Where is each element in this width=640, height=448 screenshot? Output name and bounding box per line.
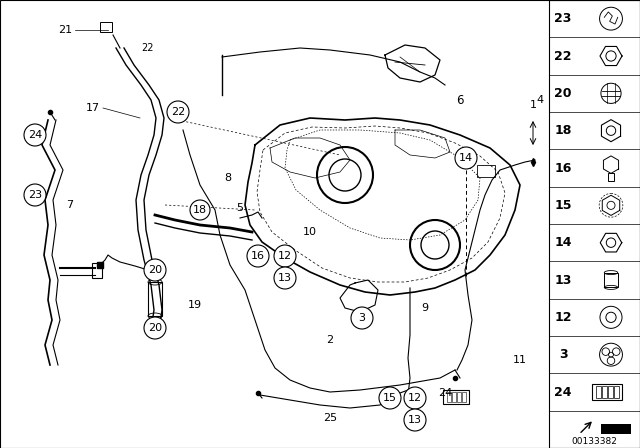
Bar — [477, 165, 495, 177]
Circle shape — [404, 409, 426, 431]
Text: 18: 18 — [193, 205, 207, 215]
Text: 19: 19 — [188, 300, 202, 310]
Text: 16: 16 — [554, 161, 572, 175]
Text: 24: 24 — [438, 388, 452, 398]
Bar — [602, 386, 607, 398]
Text: 8: 8 — [225, 173, 232, 183]
Circle shape — [144, 259, 166, 281]
Text: 23: 23 — [28, 190, 42, 200]
Circle shape — [404, 387, 426, 409]
Text: 13: 13 — [408, 415, 422, 425]
Circle shape — [167, 101, 189, 123]
Text: 3: 3 — [559, 348, 567, 361]
Circle shape — [247, 245, 269, 267]
Text: 24: 24 — [554, 385, 572, 399]
Text: 20: 20 — [148, 323, 162, 333]
Text: 1: 1 — [529, 100, 536, 110]
Text: 22: 22 — [141, 43, 154, 53]
Text: 10: 10 — [303, 227, 317, 237]
Bar — [443, 390, 469, 404]
Bar — [592, 384, 622, 400]
Bar — [607, 386, 612, 398]
Circle shape — [190, 200, 210, 220]
Text: 16: 16 — [251, 251, 265, 261]
Circle shape — [274, 267, 296, 289]
Text: 24: 24 — [28, 130, 42, 140]
Text: 15: 15 — [383, 393, 397, 403]
Text: 13: 13 — [554, 273, 572, 287]
Text: 20: 20 — [148, 265, 162, 275]
Bar — [452, 392, 456, 402]
Text: 14: 14 — [459, 153, 473, 163]
Bar — [608, 172, 614, 181]
Bar — [405, 392, 415, 400]
Bar — [462, 392, 466, 402]
Circle shape — [24, 124, 46, 146]
Circle shape — [144, 317, 166, 339]
Text: 12: 12 — [554, 311, 572, 324]
Text: 7: 7 — [67, 200, 74, 210]
Bar — [604, 272, 618, 288]
Text: 14: 14 — [554, 236, 572, 249]
Bar — [595, 386, 600, 398]
Circle shape — [455, 147, 477, 169]
Circle shape — [24, 184, 46, 206]
Bar — [549, 0, 640, 448]
Text: 21: 21 — [58, 25, 72, 35]
Bar — [601, 424, 631, 434]
Bar — [447, 392, 451, 402]
Bar — [457, 392, 461, 402]
Text: 22: 22 — [171, 107, 185, 117]
Text: 15: 15 — [554, 199, 572, 212]
Bar — [614, 386, 618, 398]
Text: 12: 12 — [278, 251, 292, 261]
Text: 11: 11 — [513, 355, 527, 365]
Text: 3: 3 — [358, 313, 365, 323]
Text: 12: 12 — [408, 393, 422, 403]
Text: 2: 2 — [326, 335, 333, 345]
Bar — [92, 263, 102, 278]
Text: 17: 17 — [86, 103, 100, 113]
Text: 5: 5 — [237, 203, 243, 213]
Bar — [148, 282, 162, 316]
Circle shape — [274, 245, 296, 267]
Bar — [100, 22, 112, 32]
Text: 22: 22 — [554, 49, 572, 63]
Text: 6: 6 — [456, 94, 464, 107]
Text: 18: 18 — [554, 124, 572, 137]
Text: 23: 23 — [554, 12, 572, 25]
Text: 9: 9 — [421, 303, 429, 313]
Text: 00133382: 00133382 — [572, 438, 618, 447]
Circle shape — [379, 387, 401, 409]
Text: 13: 13 — [278, 273, 292, 283]
Text: 4: 4 — [536, 95, 543, 105]
Text: 25: 25 — [323, 413, 337, 423]
Text: 20: 20 — [554, 87, 572, 100]
Circle shape — [351, 307, 373, 329]
